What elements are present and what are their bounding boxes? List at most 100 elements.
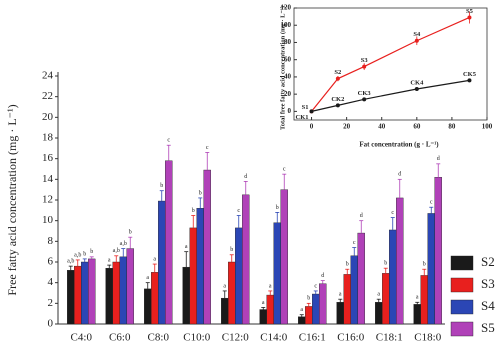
- bar: [235, 227, 243, 325]
- bar: [420, 275, 428, 325]
- bar: [357, 232, 365, 325]
- legend-label: S5: [481, 320, 495, 335]
- point-label: CK2: [331, 96, 344, 103]
- significance-letter: a,b: [113, 248, 120, 254]
- bar: [182, 266, 190, 325]
- significance-letter: a: [416, 295, 419, 301]
- bar: [126, 248, 134, 325]
- bar: [280, 189, 288, 325]
- legend-label: S3: [481, 276, 495, 291]
- significance-letter: a: [185, 244, 188, 250]
- bar: [67, 270, 75, 325]
- x-tick-label: C14:0: [260, 332, 287, 344]
- bar: [105, 268, 113, 325]
- significance-letter: a: [300, 307, 303, 313]
- significance-letter: b: [307, 296, 310, 302]
- bar: [242, 194, 250, 325]
- x-tick-label: C4:0: [71, 332, 93, 344]
- bar: [273, 222, 281, 325]
- significance-letter: b: [129, 230, 132, 236]
- point-label: S1: [302, 104, 309, 111]
- bar: [74, 265, 82, 325]
- y-tick-label: 0: [48, 318, 54, 330]
- bar: [189, 227, 197, 325]
- significance-letter: b: [192, 208, 195, 214]
- significance-letter: a: [339, 292, 342, 298]
- bar: [203, 169, 211, 325]
- significance-letter: a,b: [74, 252, 81, 258]
- bar: [396, 197, 404, 325]
- bar: [305, 306, 313, 325]
- significance-letter: c: [314, 283, 317, 289]
- significance-letter: d: [244, 174, 247, 180]
- bar: [336, 302, 344, 325]
- point: [362, 97, 367, 102]
- y-tick-label: 8: [48, 235, 54, 247]
- significance-letter: c: [237, 208, 240, 214]
- bar: [343, 274, 351, 325]
- legend-swatch: [450, 277, 474, 293]
- significance-letter: a: [108, 257, 111, 263]
- y-tick-label: 4: [48, 276, 54, 288]
- significance-letter: a: [146, 275, 149, 281]
- point: [362, 64, 367, 69]
- bar: [88, 258, 96, 325]
- bar: [196, 208, 204, 325]
- point: [335, 103, 340, 108]
- significance-letter: b: [83, 251, 86, 257]
- point: [335, 76, 340, 81]
- x-tick-label: C16:1: [299, 332, 326, 344]
- bar: [221, 297, 229, 325]
- y-tick-label: 0: [288, 107, 292, 115]
- bar: [119, 256, 127, 325]
- bar: [112, 261, 120, 325]
- bar: [266, 294, 274, 325]
- significance-letter: a,b: [67, 259, 74, 265]
- significance-letter: b: [346, 262, 349, 268]
- point-label: S2: [334, 69, 341, 76]
- point-label: CK5: [463, 71, 477, 78]
- significance-letter: c: [283, 167, 286, 173]
- significance-letter: c: [391, 210, 394, 216]
- y-tick-label: 40: [284, 73, 292, 81]
- inset-x-label: Fat concentration (g · L⁻¹): [359, 141, 439, 149]
- point: [414, 38, 419, 43]
- legend-swatch: [450, 299, 474, 315]
- point: [309, 109, 314, 114]
- significance-letter: c: [430, 200, 433, 206]
- bar: [350, 255, 358, 325]
- bar: [144, 288, 152, 325]
- x-tick-label: C10:0: [183, 332, 210, 344]
- x-tick-label: C6:0: [109, 332, 131, 344]
- significance-letter: b: [160, 183, 163, 189]
- legend-swatch: [450, 321, 474, 337]
- point-label: CK1: [296, 114, 309, 121]
- y-tick-label: 14: [42, 173, 54, 185]
- significance-letter: b: [90, 249, 93, 255]
- bar: [165, 160, 173, 325]
- bar: [259, 309, 267, 325]
- bar: [413, 304, 421, 325]
- significance-letter: a: [153, 256, 156, 262]
- significance-letter: d: [437, 156, 440, 162]
- significance-letter: a: [223, 283, 226, 289]
- y-tick-label: 18: [42, 132, 54, 144]
- y-tick-label: 20: [42, 111, 54, 123]
- point: [467, 15, 472, 20]
- point-label: CK3: [358, 90, 372, 97]
- bar: [389, 229, 397, 325]
- bar: [382, 273, 390, 325]
- bar: [375, 302, 383, 325]
- point: [414, 86, 419, 91]
- legend-swatch: [450, 255, 474, 271]
- inset-frame: [293, 7, 488, 121]
- significance-letter: b: [423, 262, 426, 268]
- y-tick-label: 12: [42, 194, 53, 206]
- y-tick-label: 100: [281, 21, 292, 29]
- bar: [298, 316, 306, 325]
- bar: [158, 200, 166, 325]
- point-label: CK4: [410, 79, 424, 86]
- significance-letter: d: [398, 172, 401, 178]
- bar: [151, 272, 159, 325]
